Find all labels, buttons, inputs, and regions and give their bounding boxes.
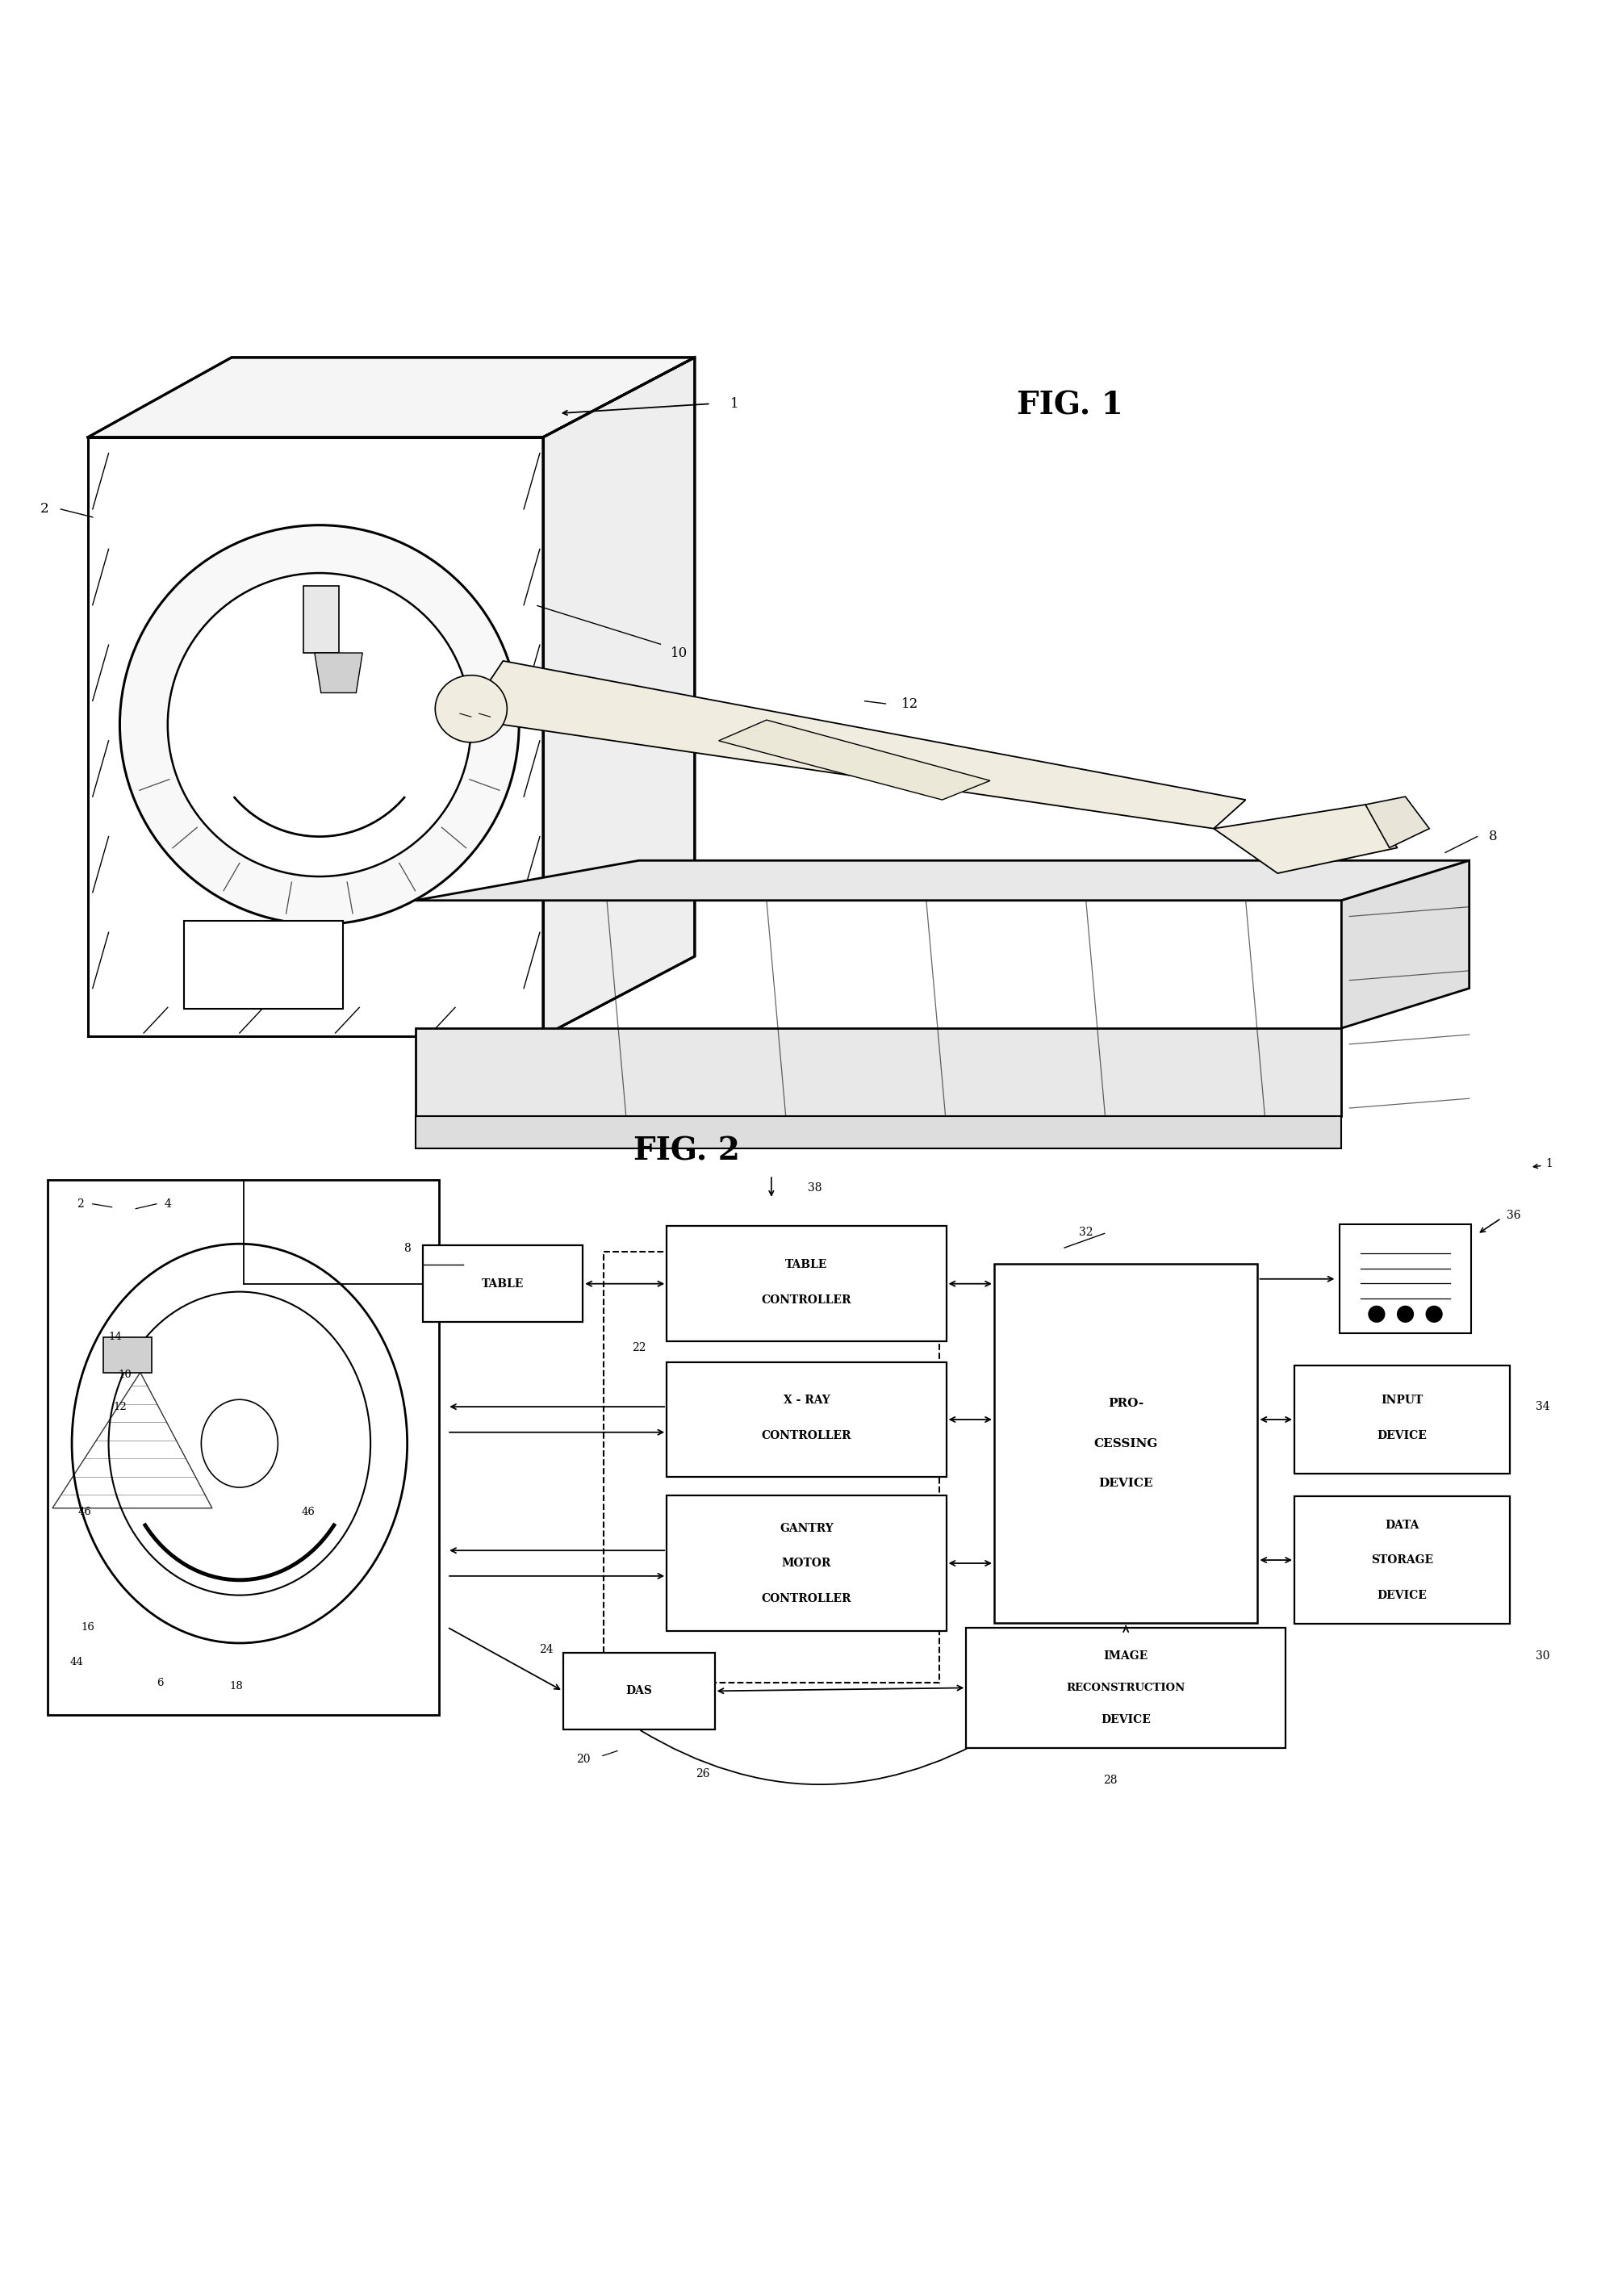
Text: DEVICE: DEVICE (1377, 1589, 1428, 1600)
Text: STORAGE: STORAGE (1372, 1554, 1433, 1566)
Bar (668, 1362, 947, 1476)
Text: CONTROLLER: CONTROLLER (762, 1430, 851, 1442)
Polygon shape (1341, 861, 1469, 1029)
Text: DAS: DAS (626, 1685, 652, 1697)
Text: 1: 1 (730, 397, 739, 411)
Polygon shape (1365, 797, 1429, 847)
Text: IMAGE: IMAGE (1104, 1651, 1148, 1662)
Polygon shape (543, 358, 695, 1035)
Text: 4: 4 (164, 1199, 171, 1210)
Circle shape (120, 526, 519, 925)
Text: 10: 10 (118, 1368, 131, 1380)
Text: 30: 30 (1536, 1651, 1549, 1662)
Text: DEVICE: DEVICE (1099, 1479, 1153, 1490)
Polygon shape (471, 661, 1246, 829)
Text: 20: 20 (577, 1754, 589, 1766)
Text: PRO-: PRO- (1108, 1398, 1143, 1410)
Text: 8: 8 (1488, 829, 1498, 843)
Circle shape (1426, 1306, 1442, 1322)
Polygon shape (719, 721, 990, 799)
Bar (48, 1180, 439, 1715)
Text: DEVICE: DEVICE (1100, 1715, 1151, 1724)
Text: 6: 6 (157, 1678, 163, 1688)
Bar (993, 1263, 1258, 1623)
Text: 24: 24 (540, 1644, 553, 1655)
Text: 26: 26 (696, 1768, 709, 1779)
Text: 2: 2 (40, 503, 50, 517)
Text: 22: 22 (632, 1341, 645, 1352)
Text: INPUT: INPUT (1381, 1394, 1423, 1405)
Circle shape (168, 574, 471, 877)
Bar (604, 1251, 939, 1683)
Text: 14: 14 (109, 1332, 121, 1341)
Ellipse shape (201, 1401, 278, 1488)
Text: FIG. 1: FIG. 1 (1017, 390, 1123, 420)
Polygon shape (88, 358, 695, 436)
Bar (1340, 1224, 1471, 1334)
Bar (303, 585, 339, 652)
Text: CESSING: CESSING (1094, 1437, 1158, 1449)
Text: 1: 1 (1546, 1157, 1552, 1169)
Text: 18: 18 (230, 1681, 243, 1692)
Circle shape (1369, 1306, 1385, 1322)
Text: DEVICE: DEVICE (1377, 1430, 1428, 1442)
Text: MOTOR: MOTOR (781, 1557, 832, 1568)
Text: 38: 38 (808, 1182, 821, 1194)
Text: DATA: DATA (1385, 1520, 1420, 1531)
Text: 16: 16 (81, 1621, 94, 1632)
Text: 32: 32 (1080, 1226, 1092, 1238)
Bar (1294, 1497, 1511, 1623)
Polygon shape (415, 1116, 1341, 1148)
Bar (184, 921, 343, 1008)
Text: 44: 44 (70, 1658, 83, 1667)
Text: CONTROLLER: CONTROLLER (762, 1593, 851, 1605)
Ellipse shape (72, 1244, 407, 1644)
Text: 28: 28 (1104, 1775, 1116, 1786)
Text: 2: 2 (77, 1199, 83, 1210)
Ellipse shape (109, 1293, 371, 1596)
Text: RECONSTRUCTION: RECONSTRUCTION (1067, 1683, 1185, 1692)
Bar (1294, 1366, 1511, 1474)
Text: CONTROLLER: CONTROLLER (762, 1295, 851, 1306)
Text: 12: 12 (113, 1401, 126, 1412)
Text: TABLE: TABLE (482, 1279, 524, 1290)
Bar (668, 1495, 947, 1630)
Text: FIG. 2: FIG. 2 (634, 1137, 739, 1166)
Text: 36: 36 (1508, 1210, 1520, 1221)
Text: 8: 8 (404, 1242, 410, 1254)
Text: 34: 34 (1536, 1401, 1549, 1412)
Circle shape (1397, 1306, 1413, 1322)
Polygon shape (1214, 804, 1397, 872)
Bar (104, 1336, 152, 1373)
Bar (668, 1226, 947, 1341)
Bar (564, 1653, 715, 1729)
Polygon shape (415, 1029, 1341, 1116)
Bar (966, 1628, 1286, 1747)
Text: 12: 12 (902, 698, 918, 712)
Text: X - RAY: X - RAY (783, 1394, 830, 1405)
Text: 46: 46 (302, 1506, 315, 1518)
Ellipse shape (434, 675, 508, 742)
Text: GANTRY: GANTRY (779, 1522, 834, 1534)
Text: TABLE: TABLE (786, 1258, 827, 1270)
Text: 10: 10 (671, 645, 687, 659)
Polygon shape (415, 861, 1469, 900)
Text: 46: 46 (78, 1506, 91, 1518)
Polygon shape (315, 652, 363, 693)
Bar (423, 1244, 583, 1322)
